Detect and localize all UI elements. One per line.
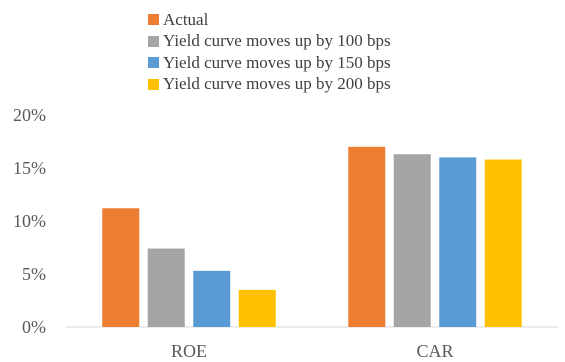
legend-swatch	[148, 35, 159, 47]
legend-label: Yield curve moves up by 150 bps	[163, 52, 391, 72]
legend-swatch	[148, 14, 159, 26]
legend-item-200bps: Yield curve moves up by 200 bps	[148, 74, 391, 96]
legend-label: Actual	[163, 9, 209, 29]
bar	[484, 159, 522, 327]
bar	[147, 248, 185, 327]
bar	[238, 289, 276, 327]
bar	[102, 208, 140, 327]
y-tick-label: 20%	[13, 105, 46, 125]
y-tick-label: 10%	[13, 211, 46, 231]
legend-swatch	[148, 57, 159, 69]
legend-item-150bps: Yield curve moves up by 150 bps	[148, 52, 391, 74]
bar	[348, 146, 386, 327]
legend-swatch	[148, 78, 159, 90]
legend-item-100bps: Yield curve moves up by 100 bps	[148, 31, 391, 53]
y-tick-label: 5%	[22, 264, 46, 284]
bar	[439, 157, 477, 327]
y-tick-label: 0%	[22, 317, 46, 337]
legend-item-actual: Actual	[148, 9, 391, 31]
x-tick-label: CAR	[416, 341, 453, 361]
legend: Actual Yield curve moves up by 100 bps Y…	[148, 9, 391, 95]
legend-label: Yield curve moves up by 100 bps	[163, 31, 391, 51]
y-tick-label: 15%	[13, 158, 46, 178]
bar	[193, 270, 231, 327]
bar	[393, 154, 431, 327]
x-tick-label: ROE	[171, 341, 207, 361]
legend-label: Yield curve moves up by 200 bps	[163, 74, 391, 94]
